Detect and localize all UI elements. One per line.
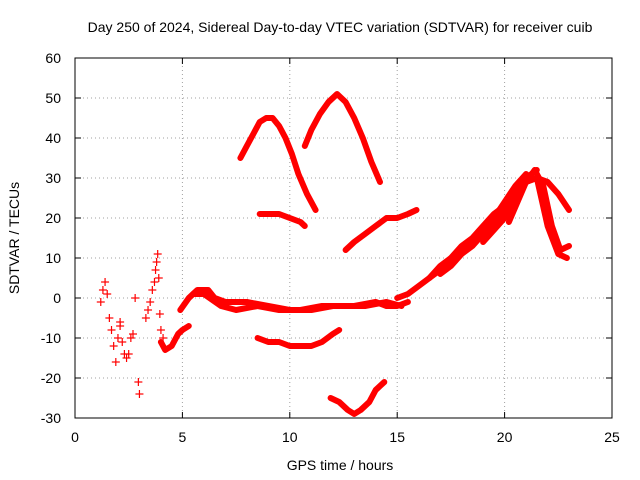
series-arc-rise-4h [141, 250, 168, 342]
data-point [118, 338, 127, 346]
grid-lines [75, 58, 612, 418]
data-point [151, 266, 160, 274]
data-point [146, 298, 155, 306]
data-point [113, 334, 122, 342]
plot-frame [74, 57, 613, 419]
data-point [152, 258, 161, 266]
y-tick-labels: -30 -20 -10 0 10 20 30 40 50 60 [41, 50, 61, 426]
data-point [148, 286, 157, 294]
data-point [155, 310, 164, 318]
chart-title: Day 250 of 2024, Sidereal Day-to-day VTE… [88, 19, 593, 35]
x-tick-label: 10 [282, 429, 298, 445]
data-point [101, 278, 110, 286]
data-point [144, 306, 153, 314]
data-point [98, 286, 107, 294]
data-point [141, 314, 150, 322]
data-point [116, 322, 125, 330]
axis-ticks [74, 57, 613, 419]
y-axis-label: SDTVAR / TECUs [6, 182, 22, 294]
data-point [154, 274, 163, 282]
x-tick-label: 25 [604, 429, 620, 445]
series-arc-rise-22 [342, 207, 420, 253]
y-tick-label: -20 [41, 370, 61, 386]
series-arc-early-b [116, 322, 137, 362]
x-axis-label: GPS time / hours [287, 457, 394, 473]
x-tick-label: 15 [389, 429, 405, 445]
y-tick-label: -30 [41, 410, 61, 426]
x-tick-labels: 0 5 10 15 20 25 [71, 429, 620, 445]
x-tick-label: 5 [179, 429, 187, 445]
data-point [134, 378, 143, 386]
data-point [107, 326, 116, 334]
series-arc-early-c [131, 294, 144, 398]
x-tick-label: 20 [497, 429, 513, 445]
series-arc-dip-4h [157, 323, 192, 353]
x-tick-label: 0 [71, 429, 79, 445]
series-arc-zero-line-b [190, 291, 405, 313]
series-arc-late-b [426, 171, 530, 281]
y-tick-label: 10 [45, 250, 61, 266]
data-point [111, 358, 120, 366]
data-point [135, 390, 144, 398]
series-arc-neg-12 [254, 327, 343, 349]
data-point [150, 278, 159, 286]
data-point [128, 330, 137, 338]
series-arc-peak-50 [301, 91, 383, 185]
y-tick-label: 20 [45, 210, 61, 226]
series-arc-early-plus [96, 278, 125, 366]
y-tick-label: 40 [45, 130, 61, 146]
data-point [126, 334, 135, 342]
data-point [131, 294, 140, 302]
data-series [96, 91, 572, 417]
series-arc-flat-20 [256, 211, 308, 229]
series-arc-late-e [505, 167, 572, 253]
data-point [103, 290, 112, 298]
y-tick-label: -10 [41, 330, 61, 346]
data-point [122, 354, 131, 362]
data-point [124, 350, 133, 358]
series-arc-peak-45 [237, 115, 319, 213]
series-arc-late-c [437, 175, 572, 277]
data-point [109, 342, 118, 350]
y-tick-label: 50 [45, 90, 61, 106]
y-tick-label: 0 [53, 290, 61, 306]
y-tick-label: 60 [45, 50, 61, 66]
data-point [156, 326, 165, 334]
y-tick-label: 30 [45, 170, 61, 186]
series-arc-dip-29 [327, 379, 388, 417]
data-point [153, 250, 162, 258]
data-point [96, 298, 105, 306]
data-point [105, 314, 114, 322]
